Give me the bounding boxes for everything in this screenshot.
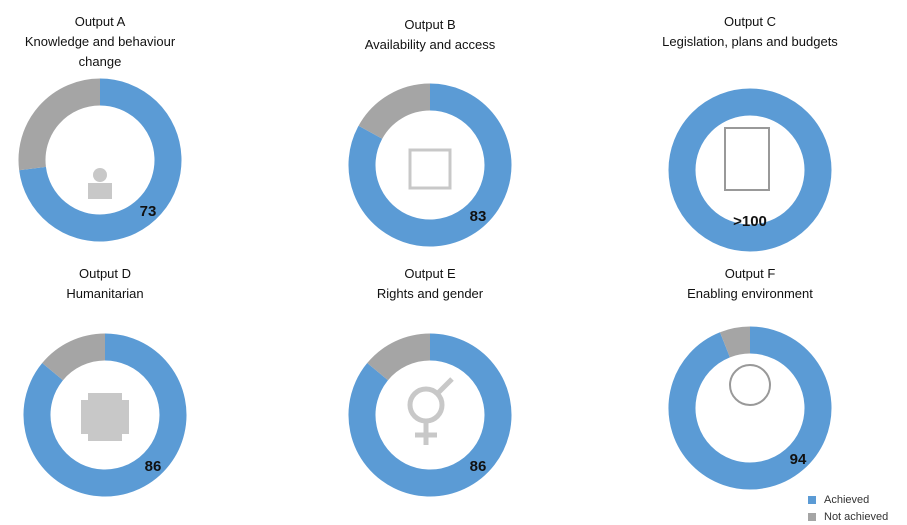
icon: [407, 386, 445, 424]
chart-subtitle: Rights and gender: [376, 286, 484, 301]
icon: [729, 364, 771, 406]
chart-title: Output E: [404, 266, 456, 281]
value-label: 83: [470, 208, 487, 225]
achieved-arc: [23, 333, 187, 497]
chart-subtitle: Knowledge and behaviour change: [24, 34, 176, 69]
achieved-arc: [348, 333, 512, 497]
value-label: 73: [140, 203, 157, 220]
chart-title: Output F: [724, 266, 776, 281]
value-label: 94: [790, 451, 807, 468]
achieved-arc: [19, 78, 182, 242]
chart-title-block: Output C Legislation, plans and budgets: [630, 12, 870, 52]
achieved-arc: [348, 83, 512, 247]
chart-title-block: Output A Knowledge and behaviour change: [10, 12, 190, 72]
achieved-ring: [668, 88, 832, 252]
icon: [81, 400, 129, 434]
chart-subtitle: Enabling environment: [687, 286, 813, 301]
value-label: 86: [470, 458, 487, 475]
icon: [93, 168, 107, 182]
legend-swatch: [808, 496, 816, 504]
value-label: 86: [145, 458, 162, 475]
chart-title: Output D: [78, 266, 132, 281]
chart-title-block: Output E Rights and gender: [320, 264, 540, 304]
value-label: >100: [733, 213, 767, 230]
legend-swatch: [808, 513, 816, 521]
icon: [724, 127, 770, 191]
icon: [408, 148, 452, 190]
legend-label: Not achieved: [824, 511, 888, 523]
achieved-arc: [668, 326, 832, 490]
chart-subtitle: Legislation, plans and budgets: [662, 34, 838, 49]
chart-title-block: Output D Humanitarian: [0, 264, 215, 304]
not-achieved-arc: [42, 333, 106, 381]
not-achieved-arc: [367, 333, 431, 381]
chart-title-block: Output B Availability and access: [320, 15, 540, 55]
legend-label: Achieved: [824, 494, 869, 506]
chart-title: Output B: [404, 17, 456, 32]
icon: [436, 377, 454, 395]
chart-title-block: Output F Enabling environment: [640, 264, 860, 304]
chart-title: Output A: [74, 14, 126, 29]
not-achieved-arc: [18, 78, 101, 171]
chart-subtitle: Humanitarian: [66, 286, 144, 301]
not-achieved-arc: [720, 326, 751, 358]
chart-subtitle: Availability and access: [364, 37, 496, 52]
chart-title: Output C: [723, 14, 777, 29]
not-achieved-arc: [358, 83, 431, 140]
icon: [88, 183, 112, 199]
